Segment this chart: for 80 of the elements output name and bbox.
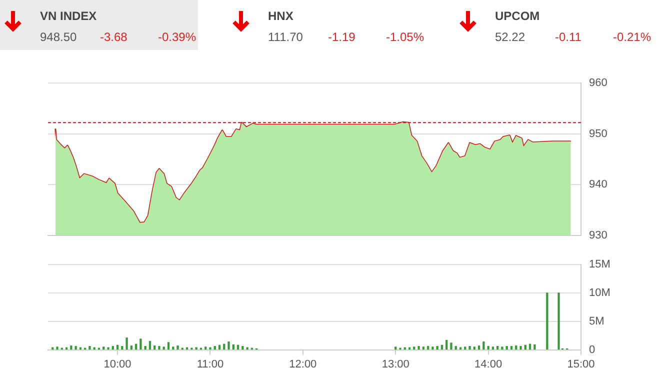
bar: [520, 346, 522, 350]
bar: [242, 346, 244, 350]
bar: [158, 346, 160, 350]
bar: [546, 292, 548, 350]
bar: [473, 346, 476, 350]
text: -0.39%: [158, 30, 196, 44]
bar: [558, 292, 560, 350]
x-tick-label: 14:00: [474, 358, 502, 370]
bar: [186, 347, 188, 350]
bar: [56, 346, 58, 350]
bar: [487, 346, 490, 350]
bar: [126, 338, 128, 350]
y-tick-label: 960: [589, 77, 608, 90]
bar: [88, 346, 91, 350]
y-tick-label: 10M: [589, 287, 610, 300]
text: 52.22: [495, 30, 526, 44]
text: VN INDEX: [40, 9, 97, 23]
bar: [454, 346, 457, 350]
bar: [418, 346, 420, 350]
y-tick-label: 950: [589, 128, 608, 140]
text: -0.21%: [613, 30, 652, 44]
bar: [162, 346, 165, 350]
bar: [459, 347, 462, 350]
bar: [52, 347, 54, 350]
y-tick-label: 940: [589, 178, 608, 191]
bar: [482, 342, 485, 350]
bar: [112, 346, 114, 350]
bar: [436, 346, 438, 350]
y-tick-label: 930: [589, 229, 608, 242]
bar: [214, 346, 216, 350]
bar: [172, 346, 174, 350]
bar: [121, 346, 124, 350]
y-tick-label: 5M: [589, 315, 604, 328]
x-tick-label: 11:00: [196, 358, 224, 370]
bar: [102, 346, 105, 350]
bar: [426, 346, 430, 350]
bar: [468, 346, 471, 350]
text: -1.05%: [386, 30, 424, 44]
bar: [510, 346, 513, 350]
bar: [413, 346, 416, 350]
text: -1.19: [328, 30, 356, 44]
bar: [506, 346, 508, 350]
bar: [394, 346, 397, 350]
bar: [209, 347, 212, 350]
x-tick-label: 15:00: [567, 358, 595, 370]
text: -0.11: [555, 30, 582, 44]
bar: [450, 342, 452, 350]
x-tick-label: 13:00: [382, 358, 410, 370]
y-tick-label: 15M: [589, 258, 610, 271]
text: -3.68: [100, 30, 128, 44]
x-tick-label: 10:00: [104, 358, 132, 370]
bar: [79, 347, 82, 350]
bar: [148, 340, 152, 350]
bar: [176, 345, 179, 350]
bar: [74, 346, 77, 350]
y-tick-label: 0: [589, 344, 596, 356]
text: 948.50: [40, 30, 77, 44]
bar: [70, 345, 72, 350]
bar: [422, 346, 424, 350]
bar: [93, 347, 96, 350]
bar: [204, 346, 207, 350]
text: UPCOM: [495, 9, 540, 23]
bar: [246, 347, 248, 350]
bar: [501, 346, 504, 350]
bar: [464, 346, 466, 350]
text: 111.70: [268, 30, 303, 44]
bar: [144, 346, 146, 350]
bar: [140, 338, 142, 350]
x-tick-label: 12:00: [289, 358, 317, 370]
bar: [496, 346, 499, 350]
bar: [65, 347, 68, 350]
bar: [228, 342, 230, 350]
text: HNX: [268, 9, 294, 23]
bar: [408, 347, 411, 350]
bar: [195, 347, 198, 350]
bar: [404, 347, 406, 350]
bar: [167, 342, 170, 350]
bar: [432, 346, 434, 350]
bar: [492, 346, 494, 350]
bar: [107, 347, 110, 350]
